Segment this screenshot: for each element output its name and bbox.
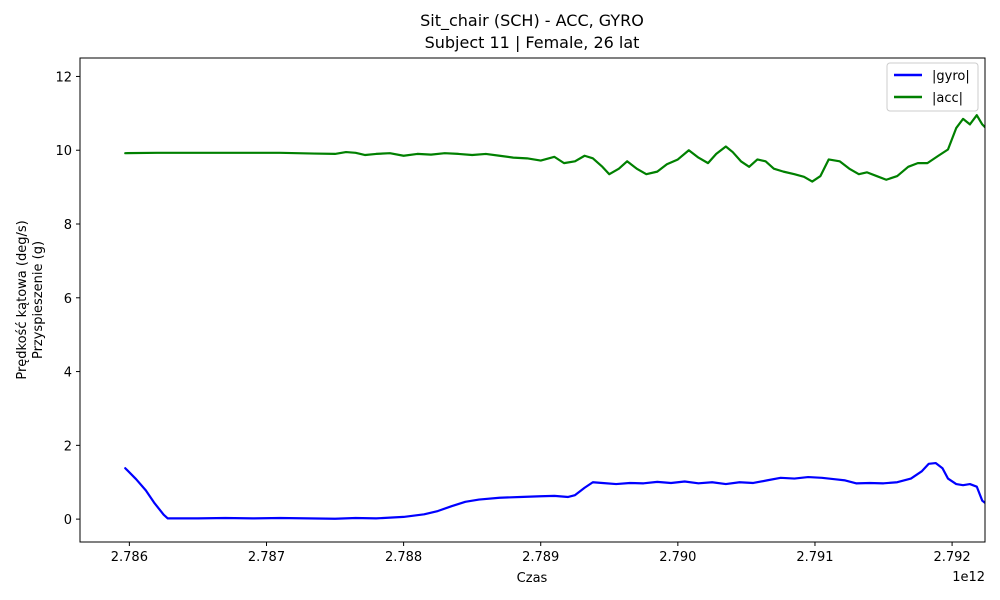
x-axis-label: Czas bbox=[517, 571, 548, 586]
series-line-gyro bbox=[124, 461, 985, 520]
y-tick-label: 4 bbox=[64, 366, 72, 381]
chart-subtitle: Subject 11 | Female, 26 lat bbox=[425, 33, 640, 52]
y-tick-label: 6 bbox=[64, 292, 72, 307]
y-tick-label: 8 bbox=[64, 218, 72, 233]
y-tick-label: 0 bbox=[64, 513, 72, 528]
x-offset-label: 1e12 bbox=[952, 570, 985, 585]
y-tick-label: 10 bbox=[55, 144, 72, 159]
y-axis-ticks: 0 2 4 6 8 10 12 bbox=[55, 70, 80, 528]
legend-acc-label: |acc| bbox=[932, 91, 963, 106]
x-tick-label: 2.788 bbox=[385, 550, 422, 565]
y-tick-label: 12 bbox=[55, 70, 72, 85]
chart-title: Sit_chair (SCH) - ACC, GYRO bbox=[420, 11, 644, 31]
legend-gyro-label: |gyro| bbox=[932, 69, 970, 84]
series-group bbox=[124, 114, 985, 520]
x-tick-label: 2.790 bbox=[659, 550, 696, 565]
x-tick-label: 2.789 bbox=[522, 550, 559, 565]
y-tick-label: 2 bbox=[64, 439, 72, 454]
y-axis-label-2: Przyspieszenie (g) bbox=[31, 241, 46, 359]
x-tick-label: 2.786 bbox=[111, 550, 148, 565]
legend: |gyro| |acc| bbox=[886, 62, 979, 112]
series-line-acc bbox=[124, 114, 985, 183]
x-tick-label: 2.791 bbox=[796, 550, 833, 565]
x-tick-label: 2.787 bbox=[248, 550, 285, 565]
x-axis-ticks: 2.786 2.787 2.788 2.789 2.790 2.791 2.792 bbox=[111, 542, 971, 565]
x-tick-label: 2.792 bbox=[933, 550, 970, 565]
y-axis-label-1: Prędkość kątowa (deg/s) bbox=[15, 220, 30, 379]
plot-area: 2.786 2.787 2.788 2.789 2.790 2.791 2.792 0 2 4 6… bbox=[55, 57, 986, 565]
plot-frame bbox=[79, 57, 986, 543]
